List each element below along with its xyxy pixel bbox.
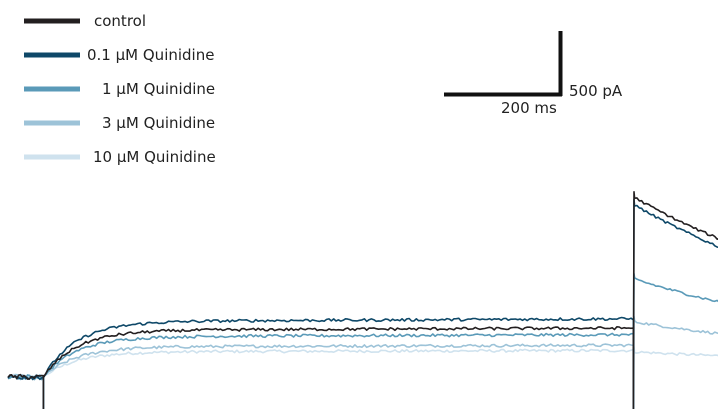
scale-bar-current-label: 500 pA xyxy=(569,82,623,100)
trace-1-m-quinidine xyxy=(7,272,718,409)
trace-10-m-quinidine xyxy=(7,346,718,409)
trace-3-m-quinidine xyxy=(7,315,718,409)
legend-label-0-1-um-quinidine: 0.1 μM Quinidine xyxy=(87,46,214,64)
trace-control xyxy=(7,191,718,409)
legend-label-1-um-quinidine: 1 μM Quinidine xyxy=(102,80,215,98)
trace-0-1-m-quinidine xyxy=(7,198,718,409)
legend-label-3-um-quinidine: 3 μM Quinidine xyxy=(102,114,215,132)
legend-label-control: control xyxy=(94,12,146,30)
legend-label-10-um-quinidine: 10 μM Quinidine xyxy=(93,148,216,166)
current-traces xyxy=(7,191,718,409)
scale-bar-time-label: 200 ms xyxy=(501,99,557,117)
legend: control 0.1 μM Quinidine 1 μM Quinidine … xyxy=(24,12,216,166)
scale-bar: 500 pA 200 ms xyxy=(444,31,623,117)
